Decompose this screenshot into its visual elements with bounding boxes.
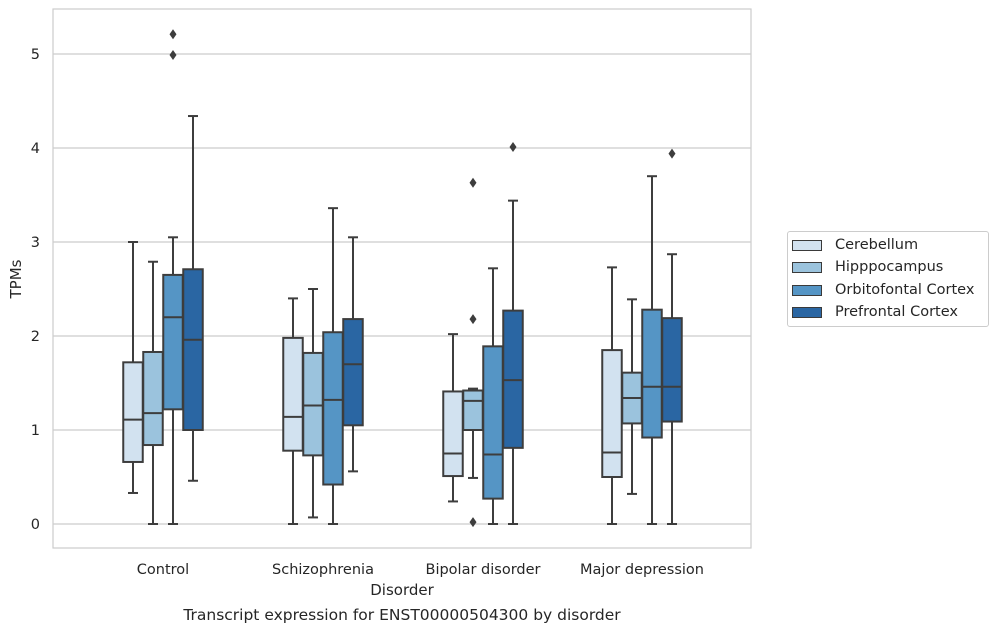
legend: Cerebellum Hipppocampus Orbitofontal Cor…	[787, 231, 989, 327]
box-2-3	[641, 175, 663, 525]
box	[302, 351, 324, 457]
x-tick-label: Bipolar disorder	[426, 562, 541, 578]
legend-label: Cerebellum	[835, 237, 919, 253]
box-series	[122, 29, 683, 528]
box-2-1	[322, 207, 344, 525]
legend-swatch	[792, 306, 822, 318]
box-0-0	[122, 241, 144, 494]
legend-item-hippocampus: Hipppocampus	[792, 257, 943, 277]
outlier-point	[169, 29, 177, 40]
plot-area	[52, 8, 752, 549]
box-0-3	[601, 266, 623, 525]
y-tick-label: 0	[31, 517, 40, 533]
box	[442, 390, 464, 478]
box	[641, 308, 663, 439]
box-3-1	[342, 236, 364, 473]
y-tick-label: 3	[31, 235, 40, 251]
legend-label: Hipppocampus	[835, 259, 944, 275]
y-tick-label: 4	[31, 141, 40, 157]
box-1-1	[302, 288, 324, 519]
x-tick-label: Schizophrenia	[272, 562, 374, 578]
box-3-0	[182, 115, 204, 482]
x-axis-label: Disorder	[370, 581, 434, 599]
box	[342, 318, 364, 427]
outlier-point	[509, 142, 517, 153]
box	[142, 350, 164, 447]
box-2-0	[162, 29, 184, 525]
figure-caption: Transcript expression for ENST0000050430…	[183, 606, 621, 624]
legend-swatch	[792, 239, 822, 251]
box	[661, 317, 683, 423]
outlier-point	[668, 148, 676, 159]
legend-swatch	[792, 284, 822, 296]
outlier-point	[469, 314, 477, 325]
box	[482, 345, 504, 500]
box-3-2	[502, 142, 524, 525]
box-3-3	[661, 148, 683, 525]
box	[282, 336, 304, 452]
x-tick-label: Major depression	[580, 562, 704, 578]
legend-label: Orbitofontal Cortex	[835, 282, 975, 298]
outlier-point	[469, 177, 477, 188]
box	[162, 273, 184, 411]
y-tick-labels: 0 1 2 3 4 5	[31, 47, 40, 533]
legend-swatch	[792, 261, 822, 273]
legend-item-cerebellum: Cerebellum	[792, 235, 918, 255]
y-tick-label: 1	[31, 423, 40, 439]
box	[122, 361, 144, 463]
box	[182, 268, 204, 432]
box-1-3	[621, 298, 643, 495]
outlier-point	[169, 49, 177, 60]
box	[462, 389, 484, 431]
legend-item-prefrontal-cortex: Prefrontal Cortex	[792, 302, 958, 322]
box	[322, 331, 344, 486]
y-tick-label: 2	[31, 329, 40, 345]
y-axis-label: TPMs	[7, 259, 25, 299]
y-tick-label: 5	[31, 47, 40, 63]
box-1-2	[462, 177, 484, 528]
x-tick-label: Control	[137, 562, 189, 578]
outlier-point	[469, 517, 477, 528]
legend-item-orbitofrontal-cortex: Orbitofontal Cortex	[792, 280, 974, 300]
box-0-2	[442, 333, 464, 503]
x-tick-labels: Control Schizophrenia Bipolar disorder Majo…	[137, 562, 704, 578]
box	[601, 349, 623, 479]
legend-label: Prefrontal Cortex	[835, 304, 958, 320]
